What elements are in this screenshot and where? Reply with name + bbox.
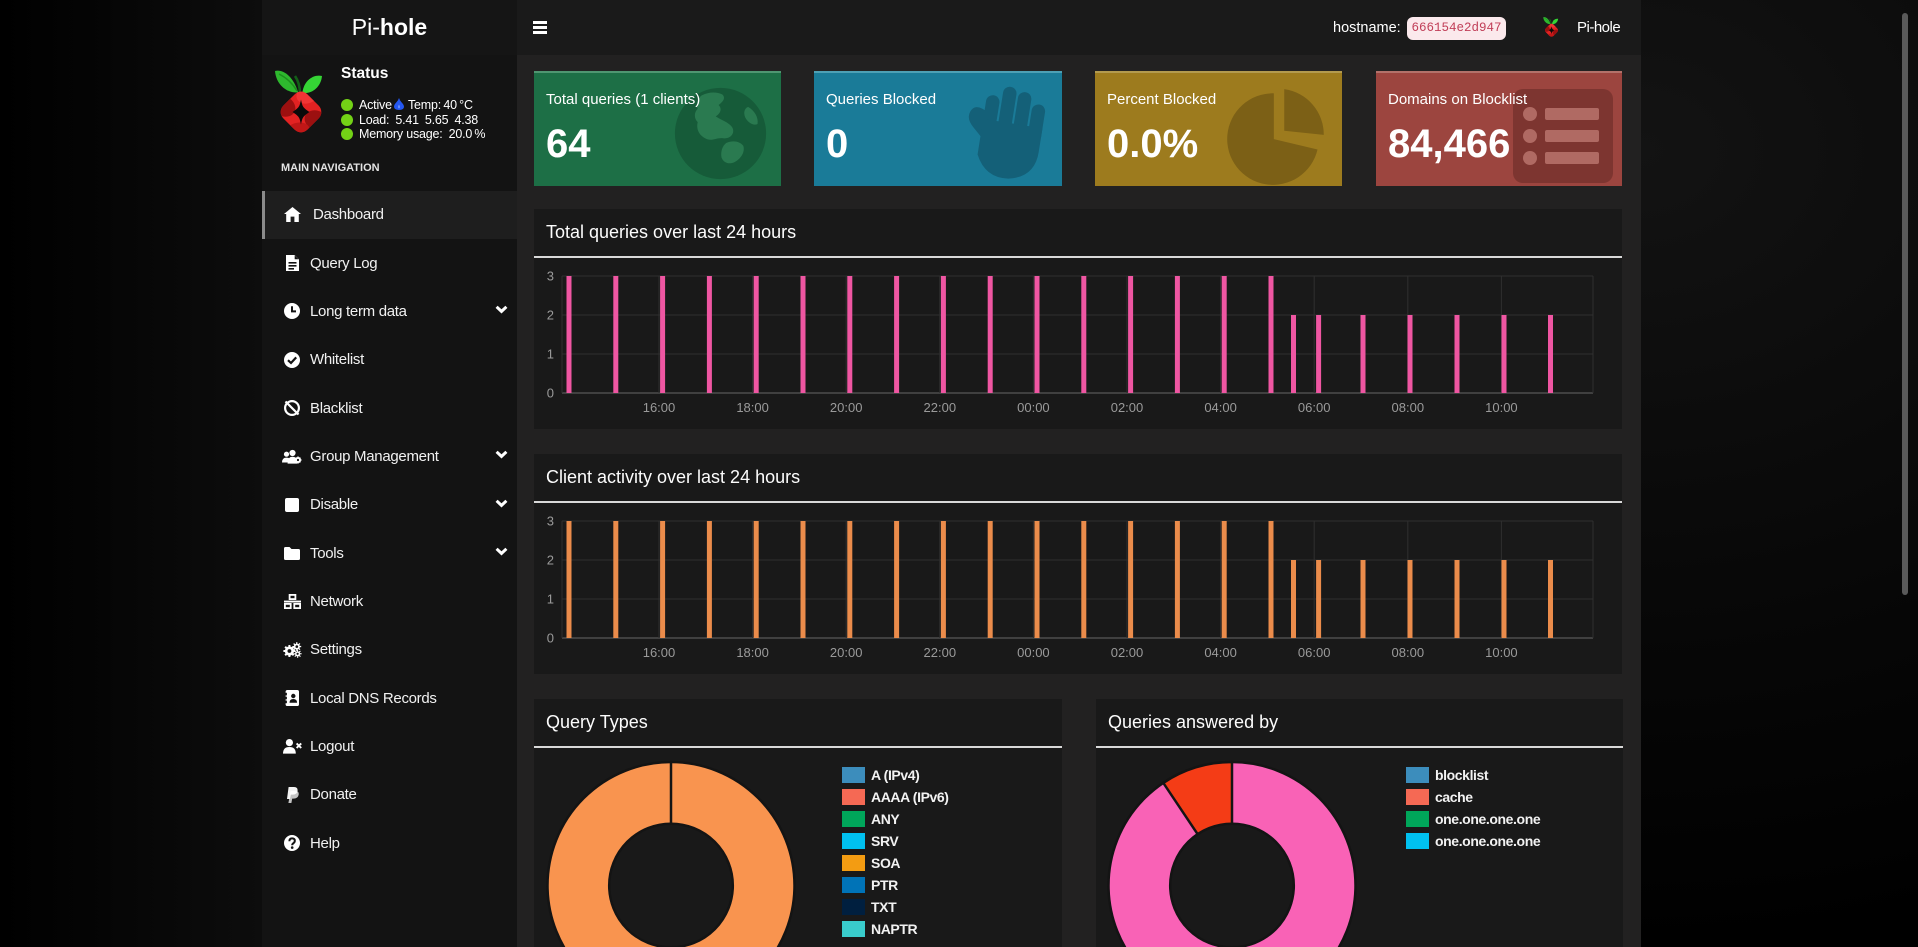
svg-text:18:00: 18:00 <box>736 645 769 660</box>
svg-text:08:00: 08:00 <box>1392 645 1425 660</box>
svg-text:10:00: 10:00 <box>1485 645 1518 660</box>
svg-text:06:00: 06:00 <box>1298 645 1331 660</box>
svg-text:00:00: 00:00 <box>1017 645 1050 660</box>
svg-text:1: 1 <box>547 592 554 607</box>
svg-text:04:00: 04:00 <box>1204 400 1237 415</box>
svg-text:00:00: 00:00 <box>1017 400 1050 415</box>
svg-text:20:00: 20:00 <box>830 645 863 660</box>
svg-text:18:00: 18:00 <box>736 400 769 415</box>
svg-text:16:00: 16:00 <box>643 645 676 660</box>
svg-text:1: 1 <box>547 347 554 362</box>
svg-text:22:00: 22:00 <box>924 400 957 415</box>
svg-text:0: 0 <box>547 631 554 646</box>
svg-text:3: 3 <box>547 269 554 284</box>
svg-text:04:00: 04:00 <box>1204 645 1237 660</box>
svg-text:20:00: 20:00 <box>830 400 863 415</box>
svg-text:10:00: 10:00 <box>1485 400 1518 415</box>
svg-text:2: 2 <box>547 308 554 323</box>
svg-text:06:00: 06:00 <box>1298 400 1331 415</box>
svg-text:2: 2 <box>547 553 554 568</box>
svg-text:02:00: 02:00 <box>1111 400 1144 415</box>
svg-text:22:00: 22:00 <box>924 645 957 660</box>
svg-text:16:00: 16:00 <box>643 400 676 415</box>
svg-text:0: 0 <box>547 386 554 401</box>
svg-text:3: 3 <box>547 514 554 529</box>
svg-text:02:00: 02:00 <box>1111 645 1144 660</box>
svg-text:08:00: 08:00 <box>1392 400 1425 415</box>
